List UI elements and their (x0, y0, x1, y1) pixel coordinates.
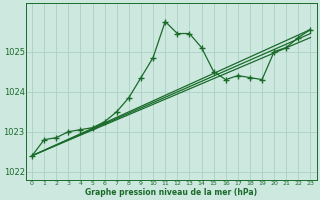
X-axis label: Graphe pression niveau de la mer (hPa): Graphe pression niveau de la mer (hPa) (85, 188, 257, 197)
